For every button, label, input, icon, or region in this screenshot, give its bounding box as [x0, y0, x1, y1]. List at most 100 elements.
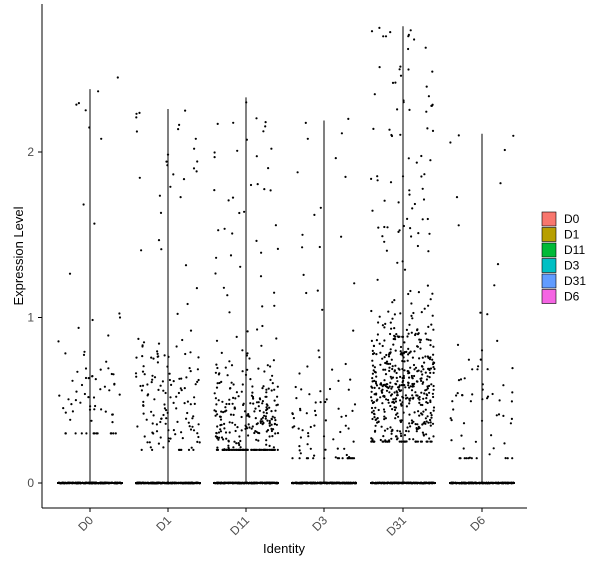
expression-point	[64, 432, 67, 435]
expression-point	[407, 372, 410, 375]
expression-point	[421, 187, 424, 190]
expression-point	[371, 364, 375, 367]
expression-point	[254, 417, 257, 420]
expression-point	[255, 239, 258, 242]
expression-point	[373, 416, 376, 419]
expression-point	[84, 376, 88, 380]
expression-point	[246, 368, 249, 371]
expression-point	[430, 104, 434, 107]
expression-point	[426, 387, 429, 390]
expression-point	[371, 380, 374, 383]
expression-point	[372, 401, 376, 404]
expression-point	[334, 157, 337, 160]
legend-label: D31	[564, 274, 586, 288]
expression-point	[250, 448, 254, 451]
expression-point	[195, 170, 198, 173]
expression-point	[428, 232, 431, 235]
expression-point	[345, 453, 348, 457]
expression-point	[378, 315, 381, 318]
expression-point	[385, 353, 388, 357]
expression-point	[398, 384, 401, 387]
expression-point	[428, 391, 431, 394]
expression-point	[469, 400, 472, 403]
expression-point	[83, 392, 86, 396]
expression-point	[396, 108, 399, 111]
expression-point	[271, 374, 274, 377]
expression-point	[246, 448, 249, 451]
expression-point	[213, 189, 216, 192]
expression-point	[269, 365, 272, 368]
expression-point	[264, 125, 267, 128]
expression-point	[148, 441, 151, 444]
expression-point	[224, 431, 228, 434]
expression-point	[136, 425, 139, 428]
expression-point	[415, 394, 418, 397]
expression-point	[248, 357, 251, 360]
expression-point	[394, 81, 397, 84]
expression-point	[405, 328, 408, 331]
expression-point	[189, 351, 192, 354]
expression-point	[165, 409, 168, 412]
expression-point	[213, 392, 216, 395]
expression-point	[490, 434, 493, 437]
expression-point	[398, 229, 401, 232]
expression-point	[411, 385, 414, 388]
expression-point	[429, 418, 432, 422]
expression-point	[84, 109, 87, 112]
expression-point	[415, 430, 418, 433]
expression-point	[62, 407, 65, 410]
expression-point	[227, 446, 230, 449]
expression-point	[316, 289, 319, 292]
expression-point	[389, 394, 393, 397]
expression-point	[139, 384, 142, 388]
expression-point	[348, 457, 351, 460]
expression-point	[423, 361, 426, 364]
expression-point	[223, 427, 226, 430]
expression-point	[352, 457, 356, 460]
expression-point	[424, 355, 427, 358]
expression-point	[415, 161, 418, 164]
expression-point	[421, 218, 424, 221]
expression-point	[184, 109, 187, 112]
expression-point	[376, 278, 379, 281]
expression-point	[271, 435, 274, 438]
expression-point	[395, 413, 398, 416]
expression-point	[182, 178, 186, 181]
expression-point	[296, 171, 299, 174]
expression-point	[135, 112, 138, 115]
expression-point	[168, 372, 171, 375]
expression-point	[420, 175, 423, 178]
expression-point	[58, 394, 61, 397]
expression-point	[242, 448, 245, 451]
expression-point	[160, 248, 163, 251]
legend-swatch	[541, 211, 557, 227]
expression-point	[227, 440, 230, 443]
legend-swatch	[541, 289, 557, 304]
expression-point	[371, 372, 374, 375]
expression-point	[227, 444, 230, 447]
expression-point	[413, 202, 416, 206]
expression-point	[107, 367, 110, 370]
expression-point	[353, 282, 356, 285]
expression-point	[393, 334, 396, 337]
expression-point	[264, 395, 267, 398]
expression-point	[238, 443, 241, 447]
expression-point	[422, 410, 425, 413]
expression-point	[379, 363, 382, 366]
expression-point	[265, 391, 268, 394]
y-tick-label: 2	[27, 145, 34, 159]
expression-point	[270, 448, 273, 451]
expression-point	[241, 349, 244, 352]
expression-point	[424, 422, 427, 425]
expression-point	[432, 435, 435, 438]
expression-point	[389, 30, 392, 34]
expression-point	[408, 386, 411, 389]
expression-point	[392, 343, 395, 346]
expression-point	[85, 432, 88, 435]
expression-point	[349, 378, 352, 381]
expression-point	[396, 437, 399, 440]
expression-point	[107, 334, 110, 337]
expression-point	[429, 421, 432, 424]
expression-point	[156, 352, 159, 355]
expression-point	[220, 410, 223, 413]
